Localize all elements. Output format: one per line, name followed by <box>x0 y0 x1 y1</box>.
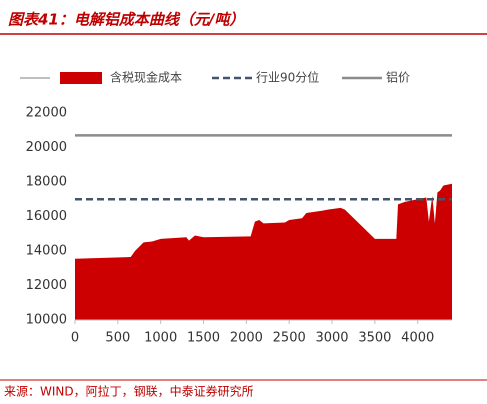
y-tick-label: 22000 <box>26 106 67 121</box>
x-tick-label: 500 <box>105 331 130 346</box>
x-tick-label: 0 <box>71 331 79 346</box>
y-tick-label: 18000 <box>26 175 67 190</box>
legend-label: 行业90分位 <box>256 70 319 85</box>
x-tick-label: 2000 <box>230 331 263 346</box>
legend-swatch <box>60 72 102 84</box>
x-tick-label: 1500 <box>187 331 220 346</box>
x-tick-label: 3000 <box>315 331 348 346</box>
legend-label: 铝价 <box>386 70 410 85</box>
x-tick-label: 2500 <box>273 331 306 346</box>
x-tick-label: 4000 <box>401 331 434 346</box>
legend-label: 含税现金成本 <box>110 70 182 85</box>
x-tick-label: 3500 <box>358 331 391 346</box>
chart-title: 图表41：电解铝成本曲线（元/吨） <box>8 11 244 29</box>
y-tick-label: 16000 <box>26 209 67 224</box>
source: 来源：WIND，阿拉丁，钢联，中泰证券研究所 <box>4 384 254 399</box>
y-tick-label: 14000 <box>26 244 67 259</box>
y-tick-label: 10000 <box>26 313 67 328</box>
cost-area <box>75 183 452 320</box>
y-tick-label: 12000 <box>26 278 67 293</box>
y-tick-label: 20000 <box>26 140 67 155</box>
x-tick-label: 1000 <box>144 331 177 346</box>
